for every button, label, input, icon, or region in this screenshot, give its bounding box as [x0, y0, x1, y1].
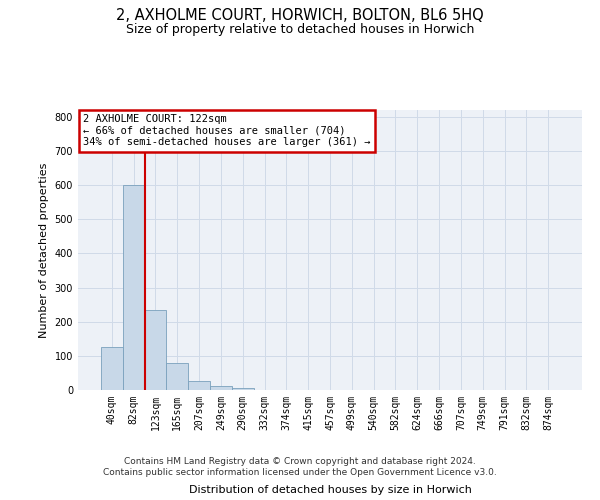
Bar — [101, 346, 123, 390]
Bar — [145, 310, 166, 390]
Bar — [232, 388, 254, 390]
Bar — [166, 362, 188, 390]
Text: Distribution of detached houses by size in Horwich: Distribution of detached houses by size … — [188, 485, 472, 495]
Text: 2 AXHOLME COURT: 122sqm
← 66% of detached houses are smaller (704)
34% of semi-d: 2 AXHOLME COURT: 122sqm ← 66% of detache… — [83, 114, 371, 148]
Bar — [210, 386, 232, 390]
Y-axis label: Number of detached properties: Number of detached properties — [39, 162, 49, 338]
Text: 2, AXHOLME COURT, HORWICH, BOLTON, BL6 5HQ: 2, AXHOLME COURT, HORWICH, BOLTON, BL6 5… — [116, 8, 484, 22]
Text: Size of property relative to detached houses in Horwich: Size of property relative to detached ho… — [126, 22, 474, 36]
Bar — [188, 381, 210, 390]
Bar — [123, 185, 145, 390]
Text: Contains HM Land Registry data © Crown copyright and database right 2024.
Contai: Contains HM Land Registry data © Crown c… — [103, 458, 497, 477]
